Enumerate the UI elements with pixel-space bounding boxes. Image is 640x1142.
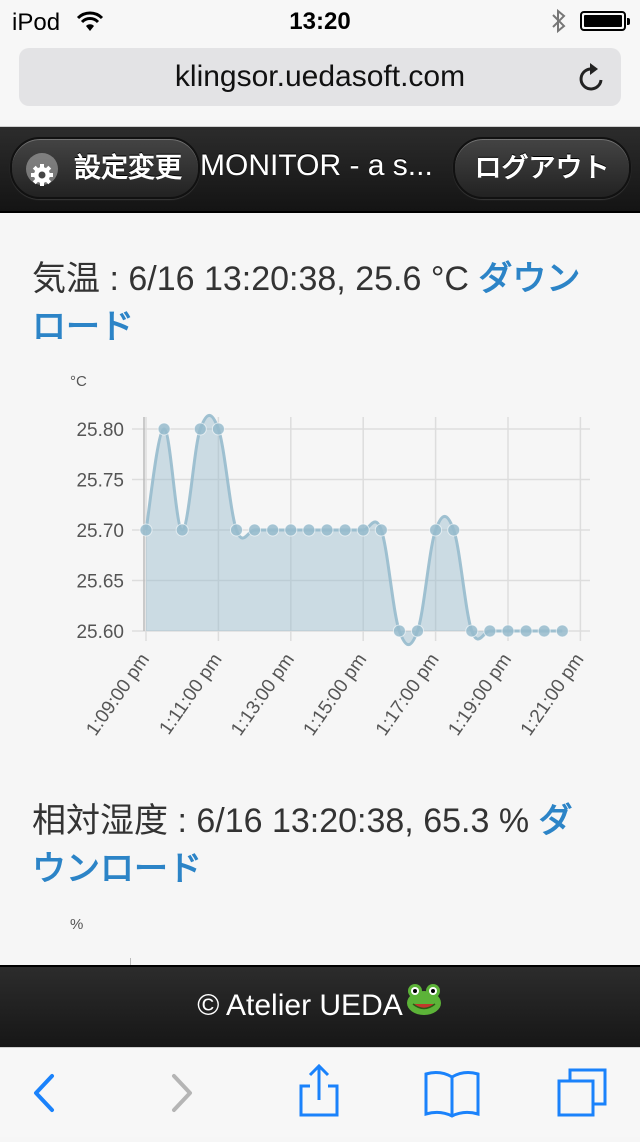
humidity-heading: 相対湿度 : 6/16 13:20:38, 65.3 % ダウンロード: [32, 797, 592, 893]
temperature-download-link[interactable]: ダウンロード: [32, 260, 581, 346]
y-tick-label: 25.65: [76, 572, 124, 593]
data-point: [447, 523, 461, 537]
data-point: [483, 624, 497, 638]
humidity-heading-text: 相対湿度 : 6/16 13:20:38, 65.3 %: [32, 802, 539, 840]
x-tick-label: 1:15:00 pm: [300, 650, 372, 740]
data-point: [356, 523, 370, 537]
data-point: [175, 523, 189, 537]
bookmarks-icon: [424, 1071, 480, 1118]
data-point: [411, 624, 424, 638]
y-tick-label: 25.75: [76, 471, 124, 492]
temperature-heading-text: 気温 : 6/16 13:20:38, 25.6 °C: [32, 260, 479, 298]
data-point: [157, 422, 171, 436]
forward-icon: [172, 1074, 192, 1112]
url-field[interactable]: klingsor.uedasoft.com: [19, 48, 621, 106]
logout-button[interactable]: ログアウト: [453, 137, 631, 199]
data-point: [555, 624, 569, 638]
data-point: [501, 624, 515, 638]
carrier-label: iPod: [12, 9, 61, 36]
back-button[interactable]: [4, 1048, 84, 1137]
data-point: [537, 624, 551, 638]
clock: 13:20: [289, 8, 351, 35]
settings-button[interactable]: 設定変更: [10, 137, 200, 199]
data-point: [374, 523, 388, 537]
data-point: [320, 523, 334, 537]
humidity-chart-axis: [130, 958, 131, 965]
gear-icon: [26, 153, 58, 186]
data-point: [230, 523, 243, 537]
browser-address-bar: klingsor.uedasoft.com: [0, 40, 640, 127]
battery-icon: [580, 11, 630, 31]
browser-toolbar: [0, 1047, 640, 1137]
y-tick-label: 25.70: [76, 521, 124, 542]
bluetooth-icon: [550, 8, 568, 39]
status-bar: iPod 13:20: [0, 0, 640, 40]
temperature-heading: 気温 : 6/16 13:20:38, 25.6 °C ダウンロード: [32, 255, 592, 351]
humidity-unit-label: %: [70, 916, 84, 933]
y-tick-label: 25.60: [76, 622, 124, 643]
reload-icon[interactable]: [577, 62, 607, 99]
data-point: [193, 422, 207, 436]
x-tick-label: 1:17:00 pm: [372, 650, 444, 740]
temperature-chart: 25.80 25.75 25.70 25.65 25.60 1:09:00 pm 1:11:…: [76, 413, 590, 740]
data-point: [519, 624, 533, 638]
back-icon: [34, 1074, 54, 1112]
frog-icon: [405, 968, 443, 1046]
data-point: [465, 624, 479, 638]
x-tick-label: 1:19:00 pm: [444, 650, 516, 740]
data-point: [139, 523, 153, 537]
data-point: [338, 523, 352, 537]
forward-button[interactable]: [142, 1048, 222, 1137]
humidity-download-link[interactable]: ダウンロード: [32, 802, 573, 888]
tabs-button[interactable]: [543, 1048, 623, 1137]
data-point: [248, 523, 262, 537]
tabs-icon: [557, 1068, 607, 1117]
content-area[interactable]: 気温 : 6/16 13:20:38, 25.6 °C ダウンロード °C 25…: [0, 213, 640, 965]
copyright-text: © Atelier UEDA: [197, 989, 403, 1022]
page-title: MONITOR - a s...: [200, 149, 433, 182]
data-point: [429, 523, 443, 537]
page-footer: © Atelier UEDA: [0, 965, 640, 1049]
y-tick-label: 25.80: [76, 420, 124, 441]
data-point: [392, 624, 406, 638]
page-header: MONITOR - a s... 設定変更 ログアウト: [0, 127, 640, 213]
temperature-unit-label: °C: [70, 373, 87, 390]
settings-button-label: 設定変更: [74, 153, 182, 183]
share-button[interactable]: [279, 1048, 359, 1137]
data-point: [211, 422, 225, 436]
x-tick-label: 1:09:00 pm: [82, 650, 154, 740]
data-point: [302, 523, 316, 537]
wifi-icon: [76, 10, 104, 37]
share-icon: [299, 1063, 339, 1117]
bookmarks-button[interactable]: [412, 1048, 492, 1137]
data-point: [266, 523, 280, 537]
x-tick-label: 1:21:00 pm: [517, 650, 589, 740]
x-tick-label: 1:13:00 pm: [227, 650, 299, 740]
x-tick-label: 1:11:00 pm: [156, 650, 227, 739]
url-text: klingsor.uedasoft.com: [174, 60, 466, 93]
data-point: [284, 523, 298, 537]
